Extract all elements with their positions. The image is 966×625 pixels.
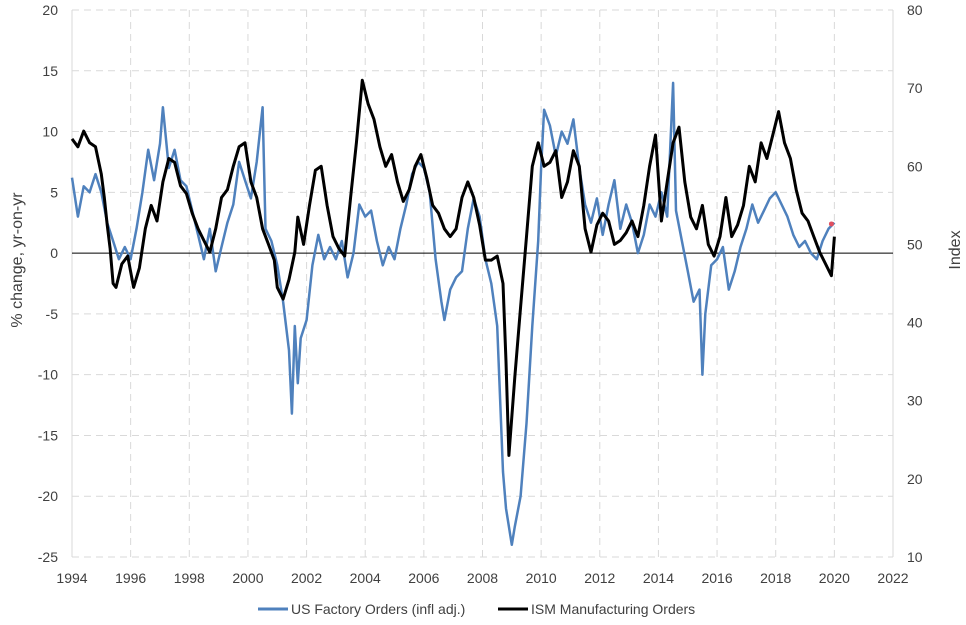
- y2-tick-label: 60: [907, 158, 923, 174]
- x-tick-label: 2022: [877, 570, 908, 586]
- y-tick-label: 0: [50, 245, 58, 261]
- series-layer: [70, 78, 836, 547]
- y-tick-label: -20: [38, 488, 58, 504]
- x-tick-label: 2020: [819, 570, 850, 586]
- legend-label-ism-orders: ISM Manufacturing Orders: [531, 601, 695, 617]
- y-tick-label: 10: [42, 124, 58, 140]
- y-tick-label: 20: [42, 2, 58, 18]
- gridlines: [71, 9, 894, 558]
- x-tick-label: 1994: [56, 570, 87, 586]
- y2-tick-label: 20: [907, 471, 923, 487]
- marker-layer: [828, 221, 834, 227]
- x-tick-label: 2004: [350, 570, 381, 586]
- x-axis-ticks: 1994 1996 1998 2000 2002 2004 2006 2008 2010 2012…: [56, 570, 908, 586]
- x-tick-label: 2014: [643, 570, 674, 586]
- x-tick-label: 2018: [760, 570, 791, 586]
- y2-tick-label: 40: [907, 315, 923, 331]
- series-line-ism-orders: [70, 78, 836, 457]
- x-tick-label: 2000: [232, 570, 263, 586]
- x-tick-label: 2012: [584, 570, 615, 586]
- y2-tick-label: 30: [907, 393, 923, 409]
- y-tick-label: -25: [38, 549, 58, 565]
- x-tick-label: 1998: [174, 570, 205, 586]
- x-tick-label: 2008: [467, 570, 498, 586]
- x-tick-label: 1996: [115, 570, 146, 586]
- y-tick-label: -10: [38, 367, 58, 383]
- y-axis-title: % change, yr-on-yr: [9, 192, 26, 328]
- y-tick-label: 5: [50, 184, 58, 200]
- legend: US Factory Orders (infl adj.) ISM Manufa…: [258, 601, 695, 617]
- x-tick-label: 2006: [408, 570, 439, 586]
- y-axis-ticks: -25 -20 -15 -10 -5 0 5 10 15 20: [38, 2, 58, 565]
- series-line-factory-orders: [70, 81, 836, 547]
- x-tick-label: 2016: [701, 570, 732, 586]
- y2-tick-label: 10: [907, 549, 923, 565]
- y-tick-label: -5: [46, 306, 59, 322]
- y2-tick-label: 50: [907, 236, 923, 252]
- y2-tick-label: 80: [907, 2, 923, 18]
- y-tick-label: -15: [38, 427, 58, 443]
- y2-axis-ticks: 10 20 30 40 50 60 70 80: [907, 2, 923, 565]
- y2-tick-label: 70: [907, 80, 923, 96]
- legend-label-factory-orders: US Factory Orders (infl adj.): [291, 601, 465, 617]
- x-tick-label: 2002: [291, 570, 322, 586]
- latest-value-marker: [828, 221, 834, 227]
- y2-axis-title: Index: [947, 230, 964, 269]
- y-tick-label: 15: [42, 63, 58, 79]
- x-tick-label: 2010: [526, 570, 557, 586]
